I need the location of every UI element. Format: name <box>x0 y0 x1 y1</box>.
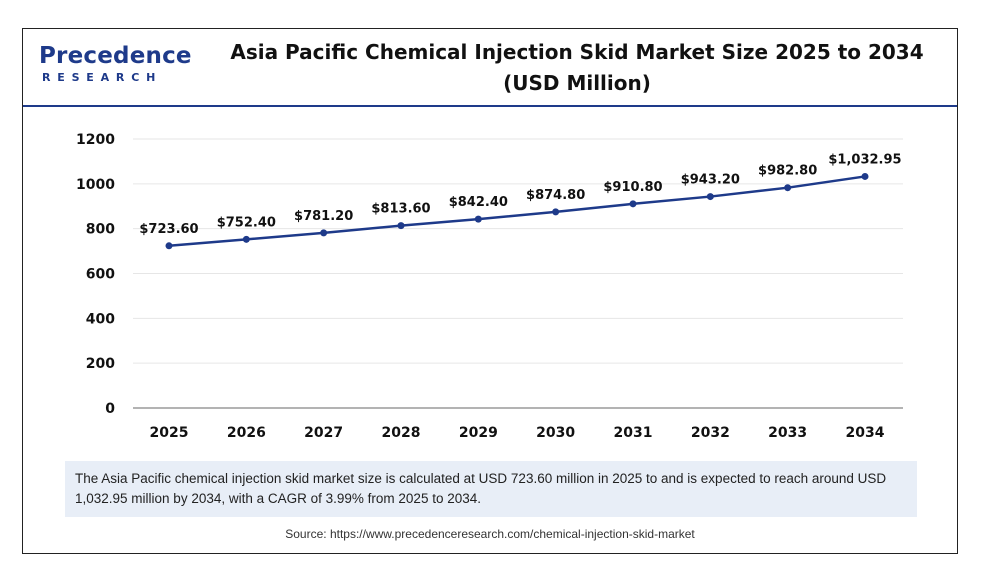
x-tick-label-2031: 2031 <box>614 425 653 441</box>
data-label-2029: $842.40 <box>449 195 508 210</box>
data-label-2032: $943.20 <box>681 173 740 188</box>
data-point-2028 <box>397 222 405 230</box>
x-tick-label-2033: 2033 <box>768 425 807 441</box>
chart-title-line-2: (USD Million) <box>503 71 651 95</box>
y-tick-label-1000: 1000 <box>76 177 115 193</box>
series-line <box>168 175 866 248</box>
chart-frame: Precedence RESEARCH Asia Pacific Chemica… <box>22 28 958 554</box>
y-tick-label-600: 600 <box>86 267 115 283</box>
header: Precedence RESEARCH Asia Pacific Chemica… <box>23 29 957 107</box>
chart-title-line-1: Asia Pacific Chemical Injection Skid Mar… <box>230 40 924 64</box>
x-tick-label-2030: 2030 <box>536 425 575 441</box>
line-chart: 0 200 400 600 800 1000 1200 2025 2026 2027 2028 202… <box>76 132 903 441</box>
data-point-2026 <box>242 235 250 243</box>
logo-wordmark: Precedence <box>39 43 192 69</box>
data-point-2030 <box>552 208 560 216</box>
data-label-2034: $1,032.95 <box>828 152 901 167</box>
data-point-2027 <box>320 229 328 237</box>
x-tick-label-2032: 2032 <box>691 425 730 441</box>
data-point-2029 <box>474 215 482 223</box>
data-label-2026: $752.40 <box>217 215 276 230</box>
y-tick-label-800: 800 <box>86 222 115 238</box>
data-label-2030: $874.80 <box>526 188 585 203</box>
logo-subtitle: RESEARCH <box>42 71 163 84</box>
data-label-2025: $723.60 <box>139 222 198 237</box>
data-point-2031 <box>629 200 637 208</box>
data-label-2027: $781.20 <box>294 209 353 224</box>
data-label-2031: $910.80 <box>603 180 662 195</box>
y-tick-label-1200: 1200 <box>76 132 115 148</box>
data-point-2025 <box>165 242 173 250</box>
precedence-research-logo: Precedence RESEARCH <box>39 43 192 93</box>
x-tick-label-2029: 2029 <box>459 425 498 441</box>
data-label-2028: $813.60 <box>371 202 430 217</box>
x-tick-label-2028: 2028 <box>382 425 421 441</box>
data-point-2033 <box>784 184 792 192</box>
y-tick-label-400: 400 <box>86 311 115 327</box>
y-tick-label-0: 0 <box>105 401 115 417</box>
chart-title: Asia Pacific Chemical Injection Skid Mar… <box>213 37 941 99</box>
data-label-2033: $982.80 <box>758 164 817 179</box>
data-point-2032 <box>706 193 714 201</box>
data-point-2034 <box>861 172 869 180</box>
x-tick-label-2034: 2034 <box>846 425 885 441</box>
summary-note: The Asia Pacific chemical injection skid… <box>65 461 917 517</box>
x-tick-label-2025: 2025 <box>150 425 189 441</box>
y-tick-label-200: 200 <box>86 356 115 372</box>
x-tick-label-2027: 2027 <box>304 425 343 441</box>
x-tick-label-2026: 2026 <box>227 425 266 441</box>
source-citation: Source: https://www.precedenceresearch.c… <box>285 527 695 541</box>
